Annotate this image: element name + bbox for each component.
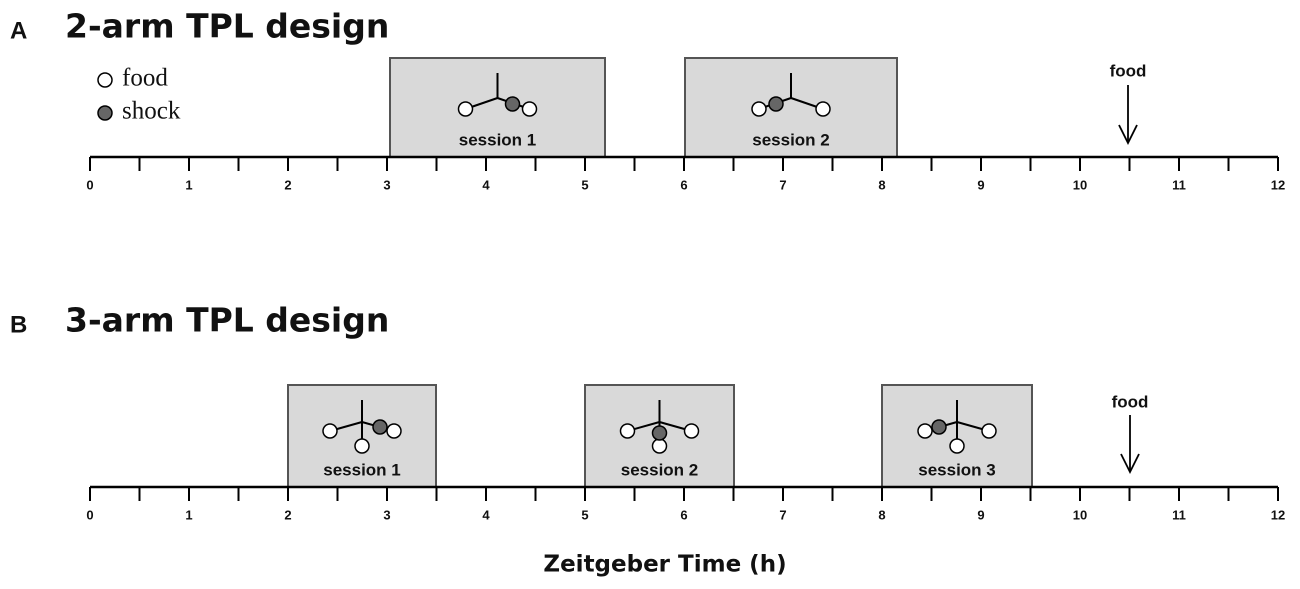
food-marker (521, 101, 538, 117)
tick-label: 3 (383, 507, 390, 522)
tick-label: 0 (86, 177, 93, 192)
session-label: session 1 (323, 460, 401, 479)
tick-label: 7 (779, 177, 786, 192)
tick-label: 2 (284, 177, 291, 192)
tick-label: 4 (482, 177, 490, 192)
panel-letter: B (10, 311, 27, 338)
session-label: session 3 (918, 460, 996, 479)
food-marker (322, 423, 338, 439)
tick-label: 5 (581, 507, 588, 522)
food-marker (917, 423, 933, 439)
shock-marker (651, 425, 668, 441)
legend-label: shock (122, 98, 181, 125)
shock-marker (504, 96, 521, 112)
food-label: food (1110, 61, 1147, 80)
food-marker (949, 438, 965, 454)
tick-label: 10 (1073, 507, 1087, 522)
shock-marker (768, 96, 784, 112)
tick-label: 6 (680, 177, 687, 192)
food-marker (751, 101, 767, 117)
panel-letter: A (10, 17, 27, 44)
food-label: food (1112, 392, 1149, 411)
food-marker (651, 438, 668, 454)
session-label: session 2 (621, 460, 699, 479)
food-marker (354, 438, 370, 454)
tick-label: 9 (977, 177, 984, 192)
tick-label: 6 (680, 507, 687, 522)
food-marker (457, 101, 474, 117)
tick-label: 5 (581, 177, 588, 192)
food-marker (981, 423, 997, 439)
tick-label: 4 (482, 507, 490, 522)
shock-marker (931, 419, 947, 435)
food-marker (619, 423, 636, 439)
tick-label: 1 (185, 507, 192, 522)
food-marker (683, 423, 700, 439)
session-label: session 1 (459, 130, 537, 149)
shock-marker (372, 419, 388, 435)
tick-label: 1 (185, 177, 192, 192)
panel-title: 2-arm TPL design (65, 7, 389, 46)
panel-title: 3-arm TPL design (65, 301, 389, 340)
tick-label: 3 (383, 177, 390, 192)
session-label: session 2 (752, 130, 830, 149)
tick-label: 12 (1271, 507, 1285, 522)
tick-label: 2 (284, 507, 291, 522)
tick-label: 11 (1172, 507, 1186, 522)
tick-label: 0 (86, 507, 93, 522)
legend-label: food (122, 65, 168, 92)
axis-label: Zeitgeber Time (h) (543, 552, 786, 578)
food-marker (815, 101, 831, 117)
legend-marker (97, 105, 113, 121)
tick-label: 7 (779, 507, 786, 522)
tick-label: 11 (1172, 177, 1186, 192)
tick-label: 10 (1073, 177, 1087, 192)
food-arrowhead (1118, 124, 1138, 146)
tick-label: 12 (1271, 177, 1285, 192)
tick-label: 8 (878, 177, 885, 192)
legend-marker (97, 72, 113, 88)
food-arrowhead (1120, 453, 1140, 475)
food-marker (386, 423, 402, 439)
tick-label: 8 (878, 507, 885, 522)
tick-label: 9 (977, 507, 984, 522)
